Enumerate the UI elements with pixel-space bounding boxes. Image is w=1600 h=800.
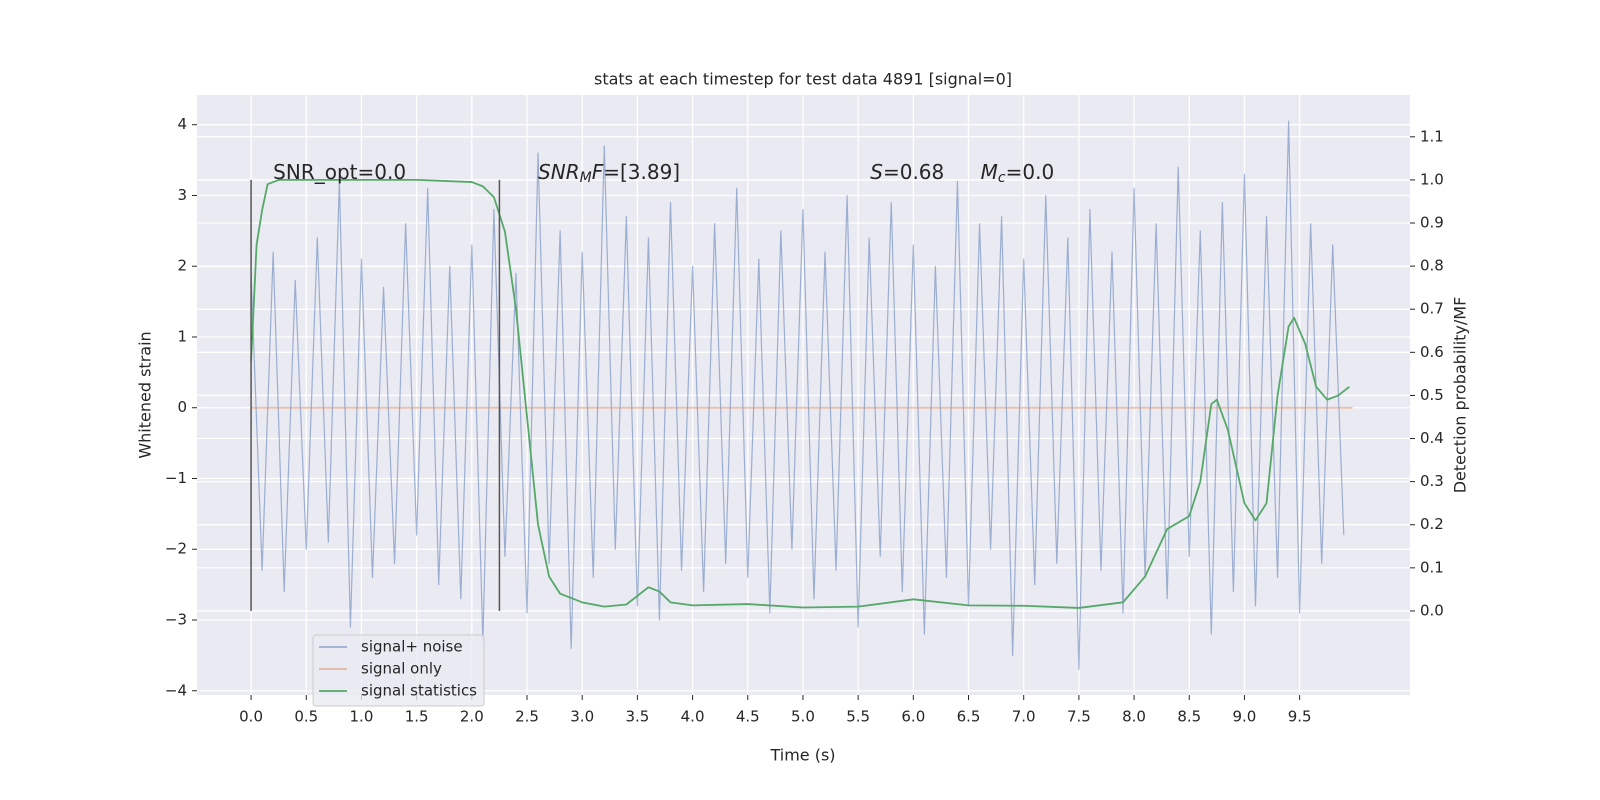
x-tick-label: 3.5 — [625, 708, 649, 726]
annotation-part: =0.0 — [1006, 159, 1055, 183]
y2-tick-label: 0.1 — [1420, 558, 1444, 576]
y2-tick-label: 0.5 — [1420, 386, 1444, 404]
annotation-part: M — [580, 170, 592, 186]
y2-tick-label: 1.0 — [1420, 170, 1444, 188]
annotation-part: F — [592, 159, 604, 183]
legend-label: signal+ noise — [361, 638, 463, 656]
legend: signal+ noise signal only signal statistic… — [312, 634, 485, 707]
y2-tick-label: 0.8 — [1420, 257, 1444, 275]
y-tick-label: −2 — [165, 540, 187, 558]
y2-tick-label: 0.0 — [1420, 601, 1444, 619]
y2-tick-label: 1.1 — [1420, 127, 1444, 145]
x-tick-label: 2.0 — [460, 708, 484, 726]
x-tick-label: 4.0 — [681, 708, 705, 726]
annotation: S=0.68 — [870, 159, 944, 183]
annotation: SNR_opt=0.0 — [273, 159, 406, 183]
annotation-part: M — [981, 159, 998, 183]
x-tick-label: 8.5 — [1177, 708, 1201, 726]
x-tick-label: 9.0 — [1233, 708, 1257, 726]
legend-label: signal statistics — [361, 682, 477, 700]
x-tick-label: 7.0 — [1012, 708, 1036, 726]
annotation: SNRMF=[3.89] — [538, 159, 680, 186]
x-tick-label: 4.5 — [736, 708, 760, 726]
y2-axis-label: Detection probability/MF — [1451, 297, 1470, 494]
x-axis-label: Time (s) — [769, 746, 835, 765]
annotation-part: =0.68 — [883, 159, 944, 183]
annotation-part: c — [998, 170, 1006, 186]
annotation-part: =[3.89] — [603, 159, 680, 183]
legend-label: signal only — [361, 660, 442, 678]
x-tick-label: 0.5 — [294, 708, 318, 726]
x-tick-label: 1.0 — [350, 708, 374, 726]
y2-tick-label: 0.9 — [1420, 214, 1444, 232]
x-tick-label: 5.0 — [791, 708, 815, 726]
y-tick-label: −3 — [165, 611, 187, 629]
y2-tick-label: 0.6 — [1420, 343, 1444, 361]
legend-box — [312, 634, 485, 707]
y2-tick-label: 0.2 — [1420, 515, 1444, 533]
x-tick-label: 7.5 — [1067, 708, 1091, 726]
x-tick-label: 0.0 — [239, 708, 263, 726]
y-tick-label: −1 — [165, 469, 187, 487]
y-tick-label: 4 — [177, 115, 187, 133]
annotation-part: SNR_opt=0.0 — [273, 159, 406, 183]
series-line — [250, 179, 1350, 609]
y-tick-label: 2 — [177, 257, 187, 275]
y-tick-label: −4 — [165, 681, 187, 699]
series-line — [250, 120, 1345, 671]
y2-tick-label: 0.7 — [1420, 300, 1444, 318]
annotation-part: S — [870, 159, 883, 183]
x-tick-label: 1.5 — [405, 708, 429, 726]
y2-tick-label: 0.4 — [1420, 429, 1444, 447]
annotation: Mc=0.0 — [981, 159, 1055, 186]
chart-title: stats at each timestep for test data 489… — [594, 70, 1012, 89]
x-tick-label: 6.5 — [957, 708, 981, 726]
y-tick-label: 0 — [177, 398, 187, 416]
x-tick-label: 3.0 — [570, 708, 594, 726]
x-tick-label: 9.5 — [1288, 708, 1312, 726]
annotation-part: SNR — [538, 159, 580, 183]
x-tick-label: 8.0 — [1122, 708, 1146, 726]
y-axis-label: Whitened strain — [136, 331, 155, 458]
x-tick-label: 6.0 — [901, 708, 925, 726]
y2-tick-label: 0.3 — [1420, 472, 1444, 490]
x-tick-label: 2.5 — [515, 708, 539, 726]
y-tick-label: 3 — [177, 186, 187, 204]
x-tick-label: 5.5 — [846, 708, 870, 726]
y-tick-label: 1 — [177, 327, 187, 345]
